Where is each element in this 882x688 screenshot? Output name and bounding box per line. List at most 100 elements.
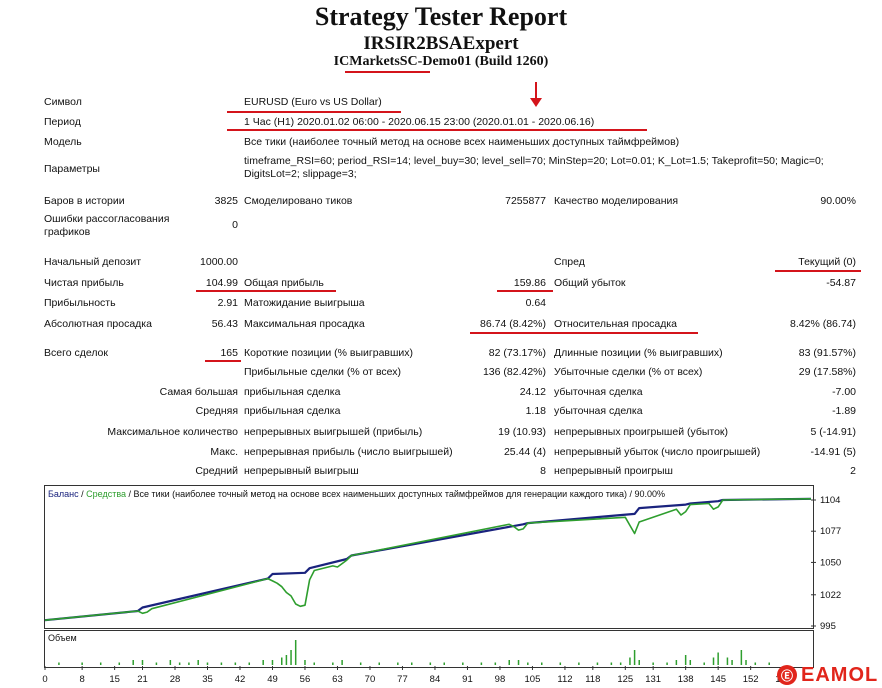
average-loss-value: -1.89	[832, 405, 856, 417]
average-win-value: 1.18	[525, 405, 546, 417]
max-label: Макс.	[210, 446, 238, 458]
max-consec-loss-amount-label: непрерывный убыток (число проигрышей)	[554, 446, 761, 458]
annotation-underline	[775, 270, 861, 272]
expert-name: IRSIR2BSAExpert	[363, 33, 519, 54]
abs-drawdown-label: Абсолютная просадка	[44, 318, 152, 330]
x-tick-label: 145	[710, 674, 726, 685]
x-tick-label: 84	[430, 674, 441, 685]
legend-equity: Средства	[86, 489, 127, 499]
model-value: Все тики (наиболее точный метод на основ…	[244, 136, 680, 148]
spread-value: Текущий (0)	[798, 256, 856, 268]
short-positions-label: Короткие позиции (% выигравших)	[244, 347, 414, 359]
gross-profit-value: 159.86	[513, 277, 546, 289]
x-tick-label: 98	[495, 674, 506, 685]
y-tick-label: 1022	[820, 590, 841, 601]
x-tick-label: 112	[557, 674, 572, 685]
expected-payoff-label: Матожидание выигрыша	[244, 297, 365, 309]
largest-loss-label: убыточная сделка	[554, 386, 643, 398]
logo-text: EAMOL	[801, 663, 879, 686]
annotation-underline	[227, 111, 401, 113]
largest-label: Самая большая	[159, 386, 238, 398]
gross-loss-label: Общий убыток	[554, 277, 626, 289]
legend-description: / Все тики (наиболее точный метод на осн…	[126, 489, 666, 499]
deposit-label: Начальный депозит	[44, 256, 142, 268]
max-consec-profit-label: непрерывная прибыль (число выигрышей)	[244, 446, 453, 458]
params-value: timeframe_RSI=60; period_RSI=14; level_b…	[244, 155, 824, 180]
ticks-value: 7255877	[505, 195, 546, 207]
x-tick-label: 8	[79, 674, 84, 685]
long-positions-value: 83 (91.57%)	[798, 347, 856, 359]
abs-drawdown-value: 56.43	[211, 318, 238, 330]
profit-factor-value: 2.91	[217, 297, 238, 309]
chart-legend: Баланс / Средства / Все тики (наиболее т…	[48, 488, 665, 501]
avg-label: Средний	[195, 465, 238, 477]
gross-profit-label: Общая прибыль	[244, 277, 324, 289]
y-tick-label: 995	[820, 621, 836, 632]
long-positions-label: Длинные позиции (% выигравших)	[554, 347, 723, 359]
period-label: Период	[44, 116, 81, 128]
x-tick-label: 0	[42, 674, 47, 685]
x-tick-label: 118	[585, 674, 600, 685]
max-consec-win-value: 19 (10.93)	[498, 426, 546, 438]
total-trades-value: 165	[220, 347, 238, 359]
profit-trades-label: Прибыльные сделки (% от всех)	[244, 366, 402, 378]
x-tick-label: 28	[170, 674, 181, 685]
legend-separator: /	[78, 489, 87, 499]
balance-chart-frame	[44, 485, 814, 629]
report-title: Strategy Tester Report	[314, 2, 568, 31]
largest-win-label: прибыльная сделка	[244, 386, 341, 398]
profit-factor-label: Прибыльность	[44, 297, 116, 309]
x-tick-label: 91	[462, 674, 473, 685]
symbol-value: EURUSD (Euro vs US Dollar)	[244, 96, 382, 108]
avg-consec-loss-value: 2	[850, 465, 856, 477]
logo-icon: Ⓔ	[777, 665, 797, 685]
mismatch-label: Ошибки рассогласования графиков	[44, 213, 170, 238]
net-profit-value: 104.99	[205, 277, 238, 289]
average-label: Средняя	[195, 405, 238, 417]
x-tick-label: 49	[267, 674, 278, 685]
quality-value: 90.00%	[820, 195, 856, 207]
x-tick-label: 15	[109, 674, 120, 685]
rel-drawdown-value: 8.42% (86.74)	[790, 318, 856, 330]
x-tick-label: 131	[645, 674, 661, 685]
bars-label: Баров в истории	[44, 195, 125, 207]
mismatch-value: 0	[232, 219, 238, 231]
x-tick-label: 138	[678, 674, 694, 685]
largest-win-value: 24.12	[519, 386, 546, 398]
bars-value: 3825	[214, 195, 238, 207]
loss-trades-value: 29 (17.58%)	[798, 366, 856, 378]
annotation-underline	[227, 129, 647, 131]
avg-consec-win-label: непрерывный выигрыш	[244, 465, 359, 477]
spread-label: Спред	[554, 256, 585, 268]
x-tick-label: 125	[617, 674, 633, 685]
x-tick-label: 152	[743, 674, 759, 685]
max-consec-profit-value: 25.44 (4)	[503, 446, 546, 458]
max-consec-win-label: непрерывных выигрышей (прибыль)	[244, 426, 423, 438]
x-tick-label: 21	[137, 674, 148, 685]
model-label: Модель	[44, 136, 82, 148]
params-label: Параметры	[44, 163, 100, 175]
expected-payoff-value: 0.64	[525, 297, 546, 309]
y-tick-label: 1050	[820, 557, 841, 568]
x-tick-label: 70	[365, 674, 376, 685]
average-loss-label: убыточная сделка	[554, 405, 643, 417]
loss-trades-label: Убыточные сделки (% от всех)	[554, 366, 703, 378]
deposit-value: 1000.00	[200, 256, 238, 268]
x-tick-label: 63	[332, 674, 343, 685]
annotation-underline	[497, 290, 553, 292]
ticks-label: Смоделировано тиков	[244, 195, 353, 207]
largest-loss-value: -7.00	[832, 386, 856, 398]
y-tick-label: 1077	[820, 526, 841, 537]
x-tick-label: 77	[397, 674, 408, 685]
legend-balance: Баланс	[48, 489, 79, 499]
x-tick-label: 56	[300, 674, 311, 685]
annotation-underline	[345, 71, 430, 73]
gross-loss-value: -54.87	[826, 277, 856, 289]
server-build: ICMarketsSC-Demo01 (Build 1260)	[333, 54, 549, 69]
max-consec-loss-amount-value: -14.91 (5)	[810, 446, 856, 458]
max-consec-loss-label: непрерывных проигрышей (убыток)	[554, 426, 729, 438]
y-tick-label: 1104	[820, 495, 840, 506]
short-positions-value: 82 (73.17%)	[488, 347, 546, 359]
annotation-underline	[470, 332, 698, 334]
annotation-underline	[205, 360, 241, 362]
